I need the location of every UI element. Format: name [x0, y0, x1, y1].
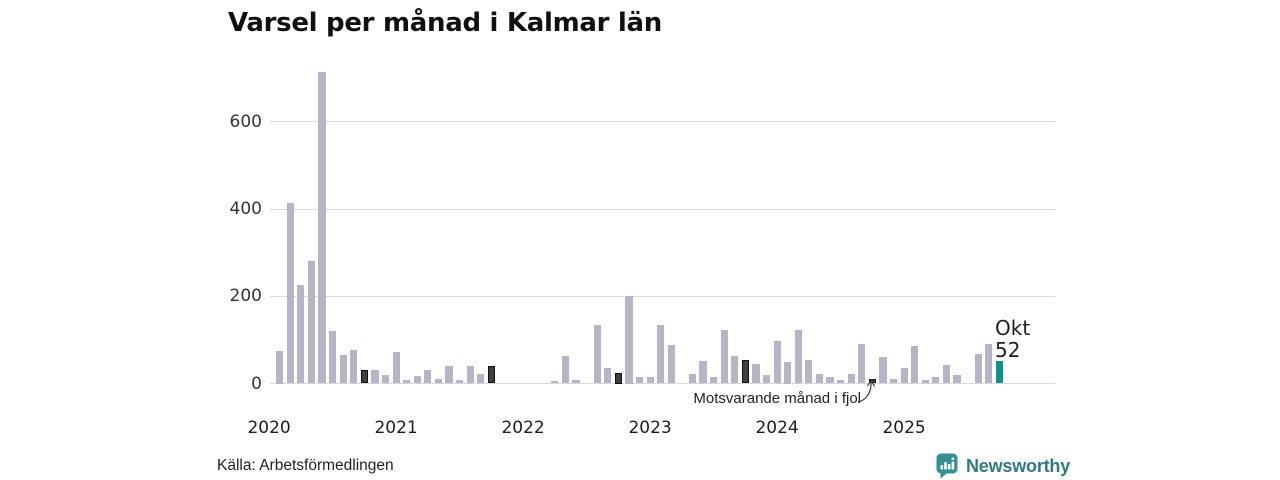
bar-2021-09: [477, 374, 485, 384]
x-axis-label-2024: 2024: [755, 418, 799, 438]
x-axis-label-2025: 2025: [882, 418, 926, 438]
bar-2025-01: [900, 368, 908, 384]
bar-2025-08: [974, 354, 982, 384]
bar-2025-03: [921, 380, 929, 384]
newsworthy-logo: Newsworthy: [936, 453, 1070, 479]
source-text: Källa: Arbetsförmedlingen: [217, 457, 394, 474]
bar-2023-06: [699, 360, 707, 384]
bar-2020-03: [286, 202, 294, 384]
newsworthy-logo-icon: [936, 453, 958, 479]
bar-2022-05: [561, 356, 570, 384]
bar-2020-04: [297, 284, 305, 384]
current-month-callout: Okt 52: [995, 317, 1030, 361]
bar-2024-08: [847, 374, 855, 384]
annotation-arrow-icon: [857, 379, 876, 403]
bar-2023-11: [752, 364, 760, 384]
bar-2022-10: [614, 372, 622, 384]
bar-2021-07: [456, 380, 464, 384]
bar-2024-02: [784, 361, 792, 384]
bar-2021-01: [392, 351, 400, 384]
gridline-600: [270, 121, 1055, 123]
bar-2023-05: [688, 373, 697, 384]
bar-2020-12: [381, 375, 390, 384]
bar-2023-08: [720, 330, 728, 384]
bar-2025-02: [911, 346, 919, 384]
bar-2024-05: [815, 374, 824, 384]
y-axis-label-400: 400: [229, 199, 262, 219]
bar-2023-02: [657, 325, 665, 384]
bar-2025-04: [932, 377, 940, 384]
bar-2021-06: [445, 366, 453, 384]
bar-2024-06: [826, 376, 834, 384]
bar-2021-04: [424, 369, 432, 384]
bar-2020-05: [307, 260, 316, 384]
bar-2021-08: [466, 366, 474, 384]
bar-2022-08: [593, 324, 601, 384]
x-axis-label-2021: 2021: [374, 418, 418, 438]
current-month-value: 52: [995, 338, 1021, 362]
bar-2025-06: [953, 374, 961, 384]
bar-2022-06: [572, 380, 580, 384]
bar-2022-12: [635, 377, 644, 384]
bar-2024-04: [805, 359, 813, 384]
bar-2023-09: [731, 355, 739, 384]
gridline-400: [270, 208, 1055, 210]
bar-2025-09: [985, 343, 993, 384]
bar-2020-02: [276, 350, 284, 384]
bar-2022-04: [551, 381, 559, 384]
gridline-0: [270, 383, 1055, 384]
bar-2025-05: [942, 365, 951, 384]
bar-2021-05: [434, 378, 443, 384]
bar-2023-01: [646, 376, 654, 384]
gridline-200: [270, 295, 1055, 297]
x-axis-label-2020: 2020: [247, 418, 291, 438]
bar-2025-10: [995, 360, 1003, 384]
y-axis-label-0: 0: [251, 373, 262, 394]
bar-2020-06: [318, 71, 326, 384]
bar-2021-03: [413, 375, 421, 384]
bar-2024-12: [889, 378, 898, 384]
annotation-text: Motsvarande månad i fjol: [693, 390, 861, 407]
newsworthy-logo-text: Newsworthy: [966, 455, 1071, 476]
bar-2022-09: [604, 368, 612, 384]
x-axis-label-2023: 2023: [628, 418, 672, 438]
bar-2020-11: [371, 370, 379, 384]
bar-2024-07: [837, 380, 845, 384]
chart-title: Varsel per månad i Kalmar län: [228, 8, 662, 38]
bar-2024-03: [794, 329, 802, 384]
bar-2021-02: [403, 380, 411, 384]
x-axis-label-2022: 2022: [501, 418, 545, 438]
bar-2020-10: [360, 370, 368, 384]
bar-2023-10: [741, 359, 749, 384]
y-axis-label-200: 200: [229, 286, 262, 307]
bar-2020-08: [339, 354, 347, 384]
bar-2023-07: [710, 376, 718, 384]
current-month-name: Okt: [995, 316, 1031, 340]
bar-2020-09: [350, 349, 358, 384]
bar-2022-11: [625, 296, 633, 384]
bar-2024-09: [858, 343, 866, 384]
annotation-last-year: Motsvarande månad i fjol: [693, 390, 861, 407]
bar-2024-01: [773, 341, 781, 384]
bar-2023-12: [762, 374, 771, 384]
bar-2021-10: [487, 365, 495, 384]
bar-2023-03: [667, 345, 675, 384]
y-axis-label-600: 600: [229, 111, 262, 132]
bar-2024-11: [879, 357, 887, 384]
bar-2020-07: [329, 330, 337, 384]
